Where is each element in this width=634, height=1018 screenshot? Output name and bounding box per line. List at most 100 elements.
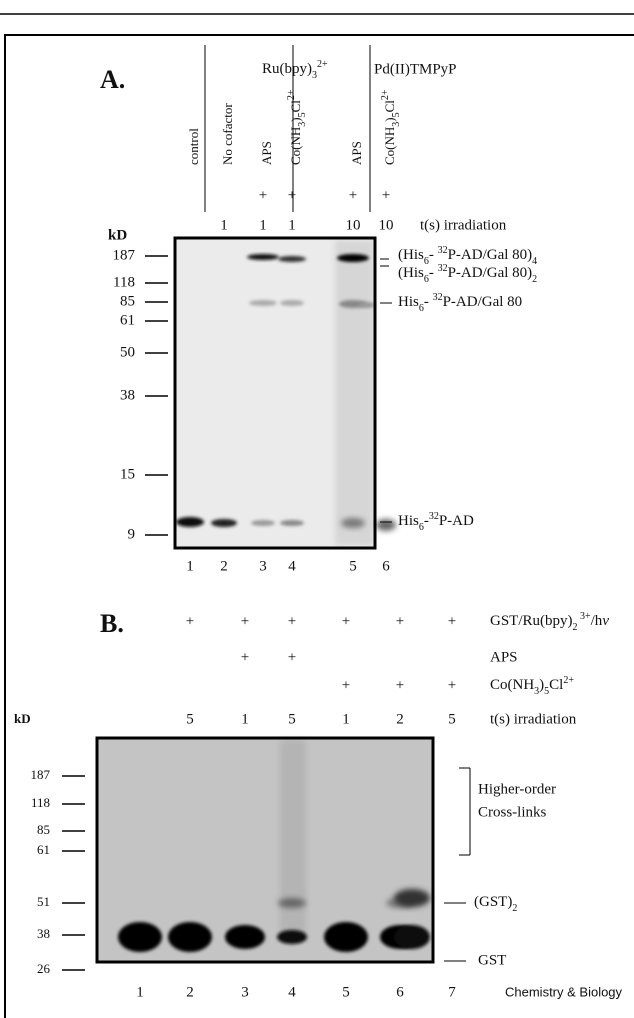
text-part: Cl bbox=[288, 100, 303, 113]
plus-sign: + bbox=[186, 613, 194, 629]
unit-label: kD bbox=[14, 711, 31, 726]
plus-sign: + bbox=[349, 187, 357, 203]
text-part: (His bbox=[398, 247, 424, 263]
band-label: Higher-order bbox=[478, 781, 556, 797]
text-part: His bbox=[398, 294, 419, 310]
irradiation-label: t(s) irradiation bbox=[490, 711, 577, 727]
lane-label: APS bbox=[349, 141, 364, 165]
text-part: Co(NH bbox=[490, 677, 534, 693]
lane-number: 3 bbox=[241, 984, 249, 1000]
marker-label: 51 bbox=[37, 894, 50, 909]
marker-label: 85 bbox=[37, 822, 50, 837]
text-part: Cl bbox=[382, 100, 397, 113]
text-part: ) bbox=[539, 677, 544, 693]
text-part: 6 bbox=[424, 274, 429, 285]
plus-sign: + bbox=[382, 187, 390, 203]
band-label: His6- 32P-AD/Gal 80 bbox=[398, 292, 522, 314]
text-part: 3+ bbox=[578, 611, 592, 622]
lane-label: No cofactor bbox=[220, 103, 235, 165]
text-part: 5 bbox=[391, 112, 402, 117]
lane-label: Co(NH3)5Cl2+ bbox=[286, 89, 308, 165]
plus-sign: + bbox=[396, 613, 404, 629]
marker-label: 61 bbox=[37, 842, 50, 857]
text-part: 2 bbox=[573, 622, 578, 633]
irradiation-time: 5 bbox=[448, 711, 456, 727]
lane-number: 6 bbox=[396, 984, 404, 1000]
text-part: Cl bbox=[549, 677, 563, 693]
text-part: Co(NH bbox=[382, 127, 397, 165]
plus-sign: + bbox=[396, 677, 404, 693]
lane-label: APS bbox=[259, 141, 274, 165]
text-part: 6 bbox=[424, 256, 429, 267]
lane-number: 4 bbox=[288, 984, 296, 1000]
marker-label: 38 bbox=[120, 387, 135, 403]
text-part: 2+ bbox=[380, 89, 391, 100]
irradiation-time: 5 bbox=[288, 711, 296, 727]
text-part: 32 bbox=[438, 263, 448, 274]
plus-sign: + bbox=[241, 613, 249, 629]
irradiation-time: 1 bbox=[241, 711, 249, 727]
band-label: (His6- 32P-AD/Gal 80)4 bbox=[398, 245, 537, 267]
text-part: 2+ bbox=[317, 59, 328, 70]
text-part: 3 bbox=[534, 686, 539, 697]
text-part: 3 bbox=[391, 122, 402, 127]
plus-sign: + bbox=[448, 613, 456, 629]
irradiation-label: t(s) irradiation bbox=[420, 217, 507, 233]
marker-label: 9 bbox=[128, 526, 136, 542]
text-part: 32 bbox=[438, 245, 448, 256]
credit: Chemistry & Biology bbox=[505, 984, 623, 999]
irradiation-time: 1 bbox=[259, 217, 267, 233]
text-part: 32 bbox=[429, 511, 439, 522]
unit-label: kD bbox=[108, 227, 127, 243]
plus-sign: + bbox=[288, 187, 296, 203]
text-part: 2 bbox=[532, 274, 537, 285]
text-part: 4 bbox=[532, 256, 537, 267]
marker-label: 26 bbox=[37, 961, 51, 976]
plus-sign: + bbox=[288, 613, 296, 629]
lane-number: 5 bbox=[342, 984, 350, 1000]
irradiation-time: 1 bbox=[288, 217, 296, 233]
text-part: ) bbox=[288, 117, 303, 121]
band-label: (GST)2 bbox=[474, 894, 517, 913]
irradiation-time: 1 bbox=[342, 711, 350, 727]
irradiation-time: 5 bbox=[186, 711, 194, 727]
lane-number: 1 bbox=[136, 984, 144, 1000]
text-part: 32 bbox=[433, 292, 443, 303]
panel-label: B. bbox=[100, 609, 124, 638]
plus-sign: + bbox=[342, 677, 350, 693]
text-part: ν bbox=[602, 613, 609, 629]
text-part: ) bbox=[382, 117, 397, 121]
text-part: 2 bbox=[512, 903, 517, 914]
text-part: 6 bbox=[419, 303, 424, 314]
lane-number: 6 bbox=[382, 558, 390, 574]
lane-number: 4 bbox=[288, 558, 296, 574]
gel-b bbox=[95, 736, 435, 964]
marker-label: 15 bbox=[120, 466, 135, 482]
irradiation-time: 10 bbox=[379, 217, 394, 233]
plus-sign: + bbox=[288, 649, 296, 665]
group-label: Pd(II)TMPyP bbox=[374, 61, 457, 77]
lane-label: Co(NH3)5Cl2+ bbox=[380, 89, 402, 165]
plus-sign: + bbox=[241, 649, 249, 665]
text-part: 6 bbox=[419, 522, 424, 533]
frame bbox=[4, 34, 634, 1018]
text-part: Co(NH bbox=[288, 127, 303, 165]
plus-sign: + bbox=[342, 613, 350, 629]
band-label: GST bbox=[478, 952, 506, 968]
text-part: P-AD/Gal 80) bbox=[448, 265, 533, 281]
band-label: (His6- 32P-AD/Gal 80)2 bbox=[398, 263, 537, 285]
condition-label: Co(NH3)5Cl2+ bbox=[490, 675, 574, 697]
text-part: Ru(bpy) bbox=[262, 61, 312, 77]
text-part: P-AD/Gal 80 bbox=[443, 294, 523, 310]
text-part: - bbox=[424, 294, 433, 310]
panel-label: A. bbox=[100, 65, 125, 94]
marker-label: 38 bbox=[37, 926, 50, 941]
text-part: 5 bbox=[297, 112, 308, 117]
lane-separators bbox=[204, 45, 371, 212]
gel-a bbox=[173, 236, 396, 550]
marker-label: 118 bbox=[31, 795, 50, 810]
text-part: (His bbox=[398, 265, 424, 281]
text-part: 3 bbox=[297, 122, 308, 127]
text-part: - bbox=[424, 513, 429, 529]
